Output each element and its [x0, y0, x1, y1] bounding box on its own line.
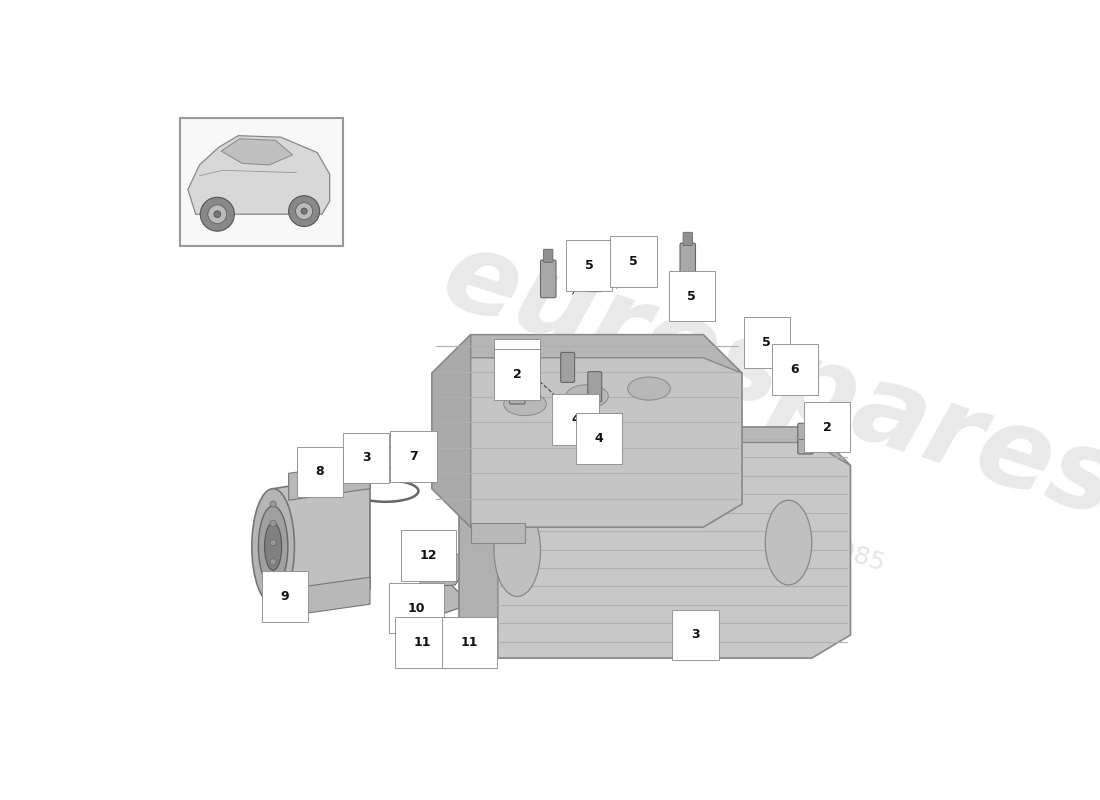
Circle shape [438, 538, 449, 550]
Text: 2: 2 [513, 368, 521, 382]
Polygon shape [288, 578, 370, 616]
Text: 5: 5 [688, 290, 696, 302]
Polygon shape [432, 334, 742, 527]
FancyBboxPatch shape [561, 353, 574, 382]
FancyBboxPatch shape [798, 423, 813, 454]
Polygon shape [459, 427, 850, 658]
Text: 12: 12 [419, 549, 437, 562]
Circle shape [301, 208, 307, 214]
Circle shape [270, 558, 276, 565]
Ellipse shape [265, 522, 282, 570]
Ellipse shape [565, 385, 608, 408]
FancyBboxPatch shape [634, 249, 649, 286]
Polygon shape [782, 370, 811, 393]
FancyBboxPatch shape [543, 250, 553, 262]
Ellipse shape [504, 393, 547, 415]
Polygon shape [420, 554, 463, 587]
Circle shape [427, 622, 446, 640]
Circle shape [270, 539, 276, 546]
Polygon shape [471, 523, 525, 542]
Polygon shape [459, 427, 498, 658]
Circle shape [200, 198, 234, 231]
FancyBboxPatch shape [540, 260, 556, 298]
Ellipse shape [494, 504, 540, 597]
Text: 6: 6 [791, 363, 799, 376]
Text: 5: 5 [585, 259, 594, 272]
Text: 11: 11 [461, 636, 477, 650]
FancyBboxPatch shape [590, 243, 600, 256]
Ellipse shape [628, 377, 670, 400]
Circle shape [213, 211, 221, 218]
Text: 2: 2 [823, 421, 832, 434]
FancyBboxPatch shape [637, 238, 646, 250]
Text: 4: 4 [594, 432, 603, 445]
FancyBboxPatch shape [587, 254, 603, 291]
Polygon shape [459, 427, 850, 466]
Polygon shape [288, 462, 370, 500]
Text: 10: 10 [408, 602, 426, 614]
Circle shape [270, 501, 276, 507]
Text: eurospares: eurospares [430, 222, 1100, 540]
Text: 1: 1 [513, 358, 521, 370]
Ellipse shape [766, 500, 812, 585]
Polygon shape [432, 334, 471, 527]
Ellipse shape [252, 489, 295, 604]
Circle shape [270, 520, 276, 526]
FancyBboxPatch shape [509, 373, 525, 404]
Text: 9: 9 [280, 590, 289, 603]
Circle shape [296, 202, 312, 219]
Text: 5: 5 [629, 255, 638, 268]
Text: 3: 3 [362, 451, 371, 464]
Polygon shape [517, 427, 603, 523]
FancyBboxPatch shape [683, 232, 692, 246]
Text: a passion for porsche since 1985: a passion for porsche since 1985 [487, 425, 888, 575]
Polygon shape [273, 474, 370, 604]
Polygon shape [221, 138, 293, 165]
Polygon shape [417, 581, 459, 614]
Circle shape [270, 578, 276, 584]
FancyBboxPatch shape [180, 118, 343, 246]
Ellipse shape [258, 506, 288, 587]
Text: 3: 3 [691, 629, 700, 642]
Text: 4: 4 [571, 413, 580, 426]
Text: 7: 7 [409, 450, 418, 463]
Text: 8: 8 [316, 466, 323, 478]
Circle shape [465, 618, 484, 637]
Text: 11: 11 [414, 636, 431, 650]
Polygon shape [188, 136, 330, 214]
Text: 5: 5 [762, 336, 771, 349]
Polygon shape [432, 334, 742, 373]
Circle shape [288, 196, 320, 226]
FancyBboxPatch shape [587, 372, 602, 402]
Circle shape [208, 205, 227, 223]
FancyBboxPatch shape [680, 243, 695, 281]
